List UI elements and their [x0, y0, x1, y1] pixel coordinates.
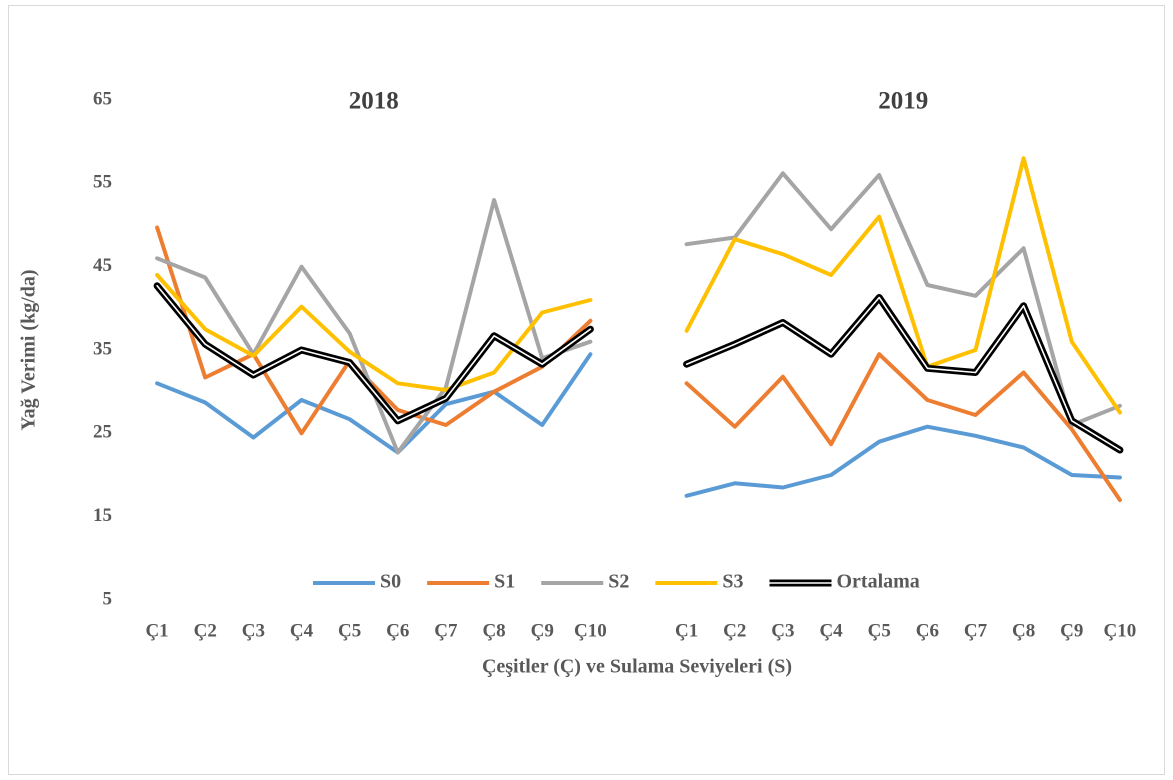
legend-label: S3 — [722, 571, 743, 593]
x-tick-label: Ç3 — [771, 620, 794, 641]
series-line — [155, 352, 1122, 498]
x-tick-label: Ç1 — [145, 620, 168, 641]
y-tick-label: 45 — [93, 255, 112, 276]
series-line — [155, 225, 1122, 502]
panel-title: 2019 — [878, 88, 928, 115]
panel-title: 2018 — [349, 88, 399, 115]
x-tick-label: Ç5 — [338, 620, 361, 641]
series-line — [155, 156, 1122, 415]
x-tick-label: Ç6 — [386, 620, 409, 641]
y-tick-label: 55 — [93, 172, 112, 193]
legend-label: S2 — [608, 571, 629, 593]
series-line-inner — [156, 285, 1121, 451]
x-tick-label: Ç10 — [1104, 620, 1137, 641]
x-tick-label: Ç10 — [574, 620, 607, 641]
y-tick-label: 35 — [93, 338, 112, 359]
x-tick-label: Ç7 — [434, 620, 458, 641]
x-tick-label: Ç7 — [964, 620, 988, 641]
legend-label: S1 — [494, 571, 515, 593]
y-tick-label: 5 — [103, 588, 113, 609]
y-tick-label: 65 — [93, 88, 112, 109]
x-axis-label: Çeşitler (Ç) ve Sulama Seviyeleri (S) — [482, 656, 792, 678]
x-tick-label: Ç8 — [1012, 620, 1035, 641]
legend-label: Ortalama — [837, 571, 920, 593]
x-tick-label: Ç3 — [242, 620, 265, 641]
x-tick-label: Ç9 — [531, 620, 554, 641]
x-tick-label: Ç9 — [1060, 620, 1083, 641]
x-tick-label: Ç2 — [723, 620, 746, 641]
x-tick-label: Ç5 — [868, 620, 891, 641]
y-tick-label: 25 — [93, 422, 112, 443]
x-tick-label: Ç1 — [675, 620, 698, 641]
x-tick-label: Ç2 — [194, 620, 217, 641]
x-tick-label: Ç4 — [819, 620, 843, 641]
y-tick-label: 15 — [93, 505, 112, 526]
legend-label: S0 — [380, 571, 401, 593]
chart-border — [8, 5, 1165, 775]
x-tick-label: Ç4 — [290, 620, 314, 641]
x-tick-label: Ç8 — [482, 620, 505, 641]
y-axis-label: Yağ Verimi (kg/da) — [18, 269, 40, 430]
x-tick-label: Ç6 — [916, 620, 939, 641]
